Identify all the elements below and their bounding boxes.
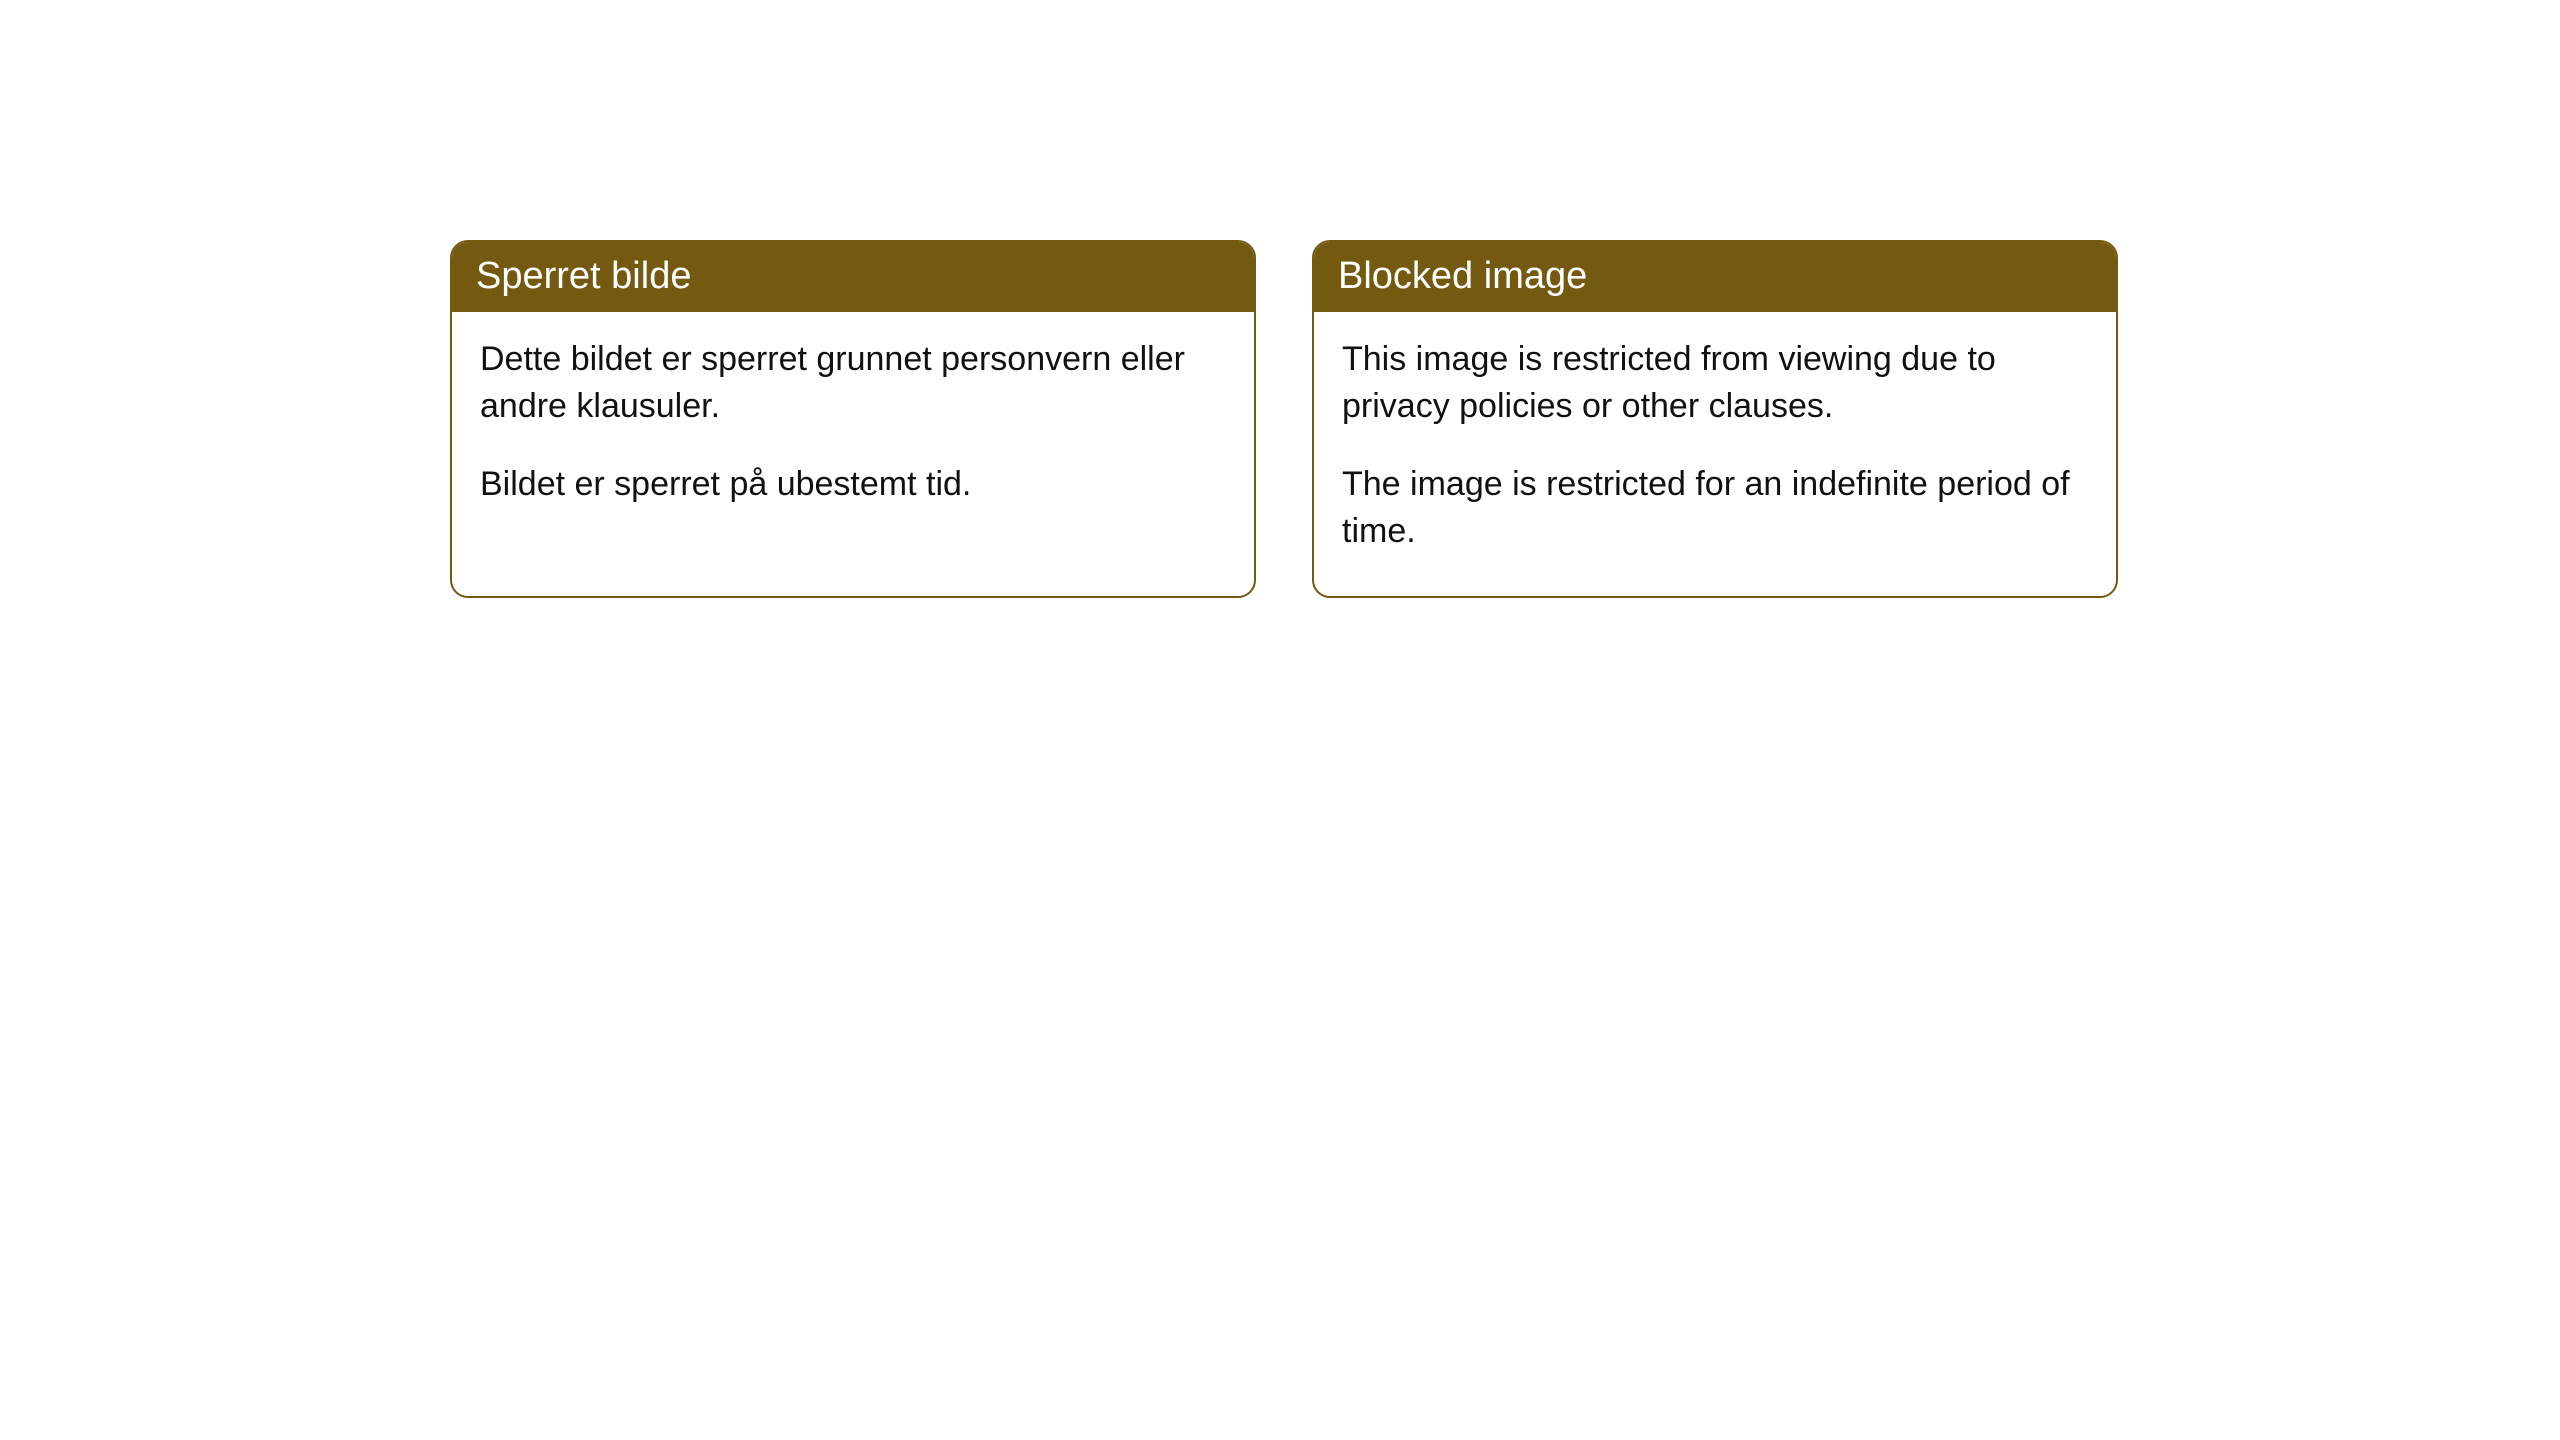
card-header-en: Blocked image	[1314, 242, 2116, 312]
blocked-image-card-en: Blocked image This image is restricted f…	[1312, 240, 2118, 598]
blocked-image-card-no: Sperret bilde Dette bildet er sperret gr…	[450, 240, 1256, 598]
card-paragraph: This image is restricted from viewing du…	[1342, 336, 2088, 431]
card-body-en: This image is restricted from viewing du…	[1314, 312, 2116, 596]
card-title-en: Blocked image	[1338, 255, 1587, 297]
blocked-image-notice-container: Sperret bilde Dette bildet er sperret gr…	[0, 0, 2560, 598]
card-paragraph: Bildet er sperret på ubestemt tid.	[480, 461, 1226, 509]
card-header-no: Sperret bilde	[452, 242, 1254, 312]
card-title-no: Sperret bilde	[476, 255, 691, 297]
card-body-no: Dette bildet er sperret grunnet personve…	[452, 312, 1254, 549]
card-paragraph: The image is restricted for an indefinit…	[1342, 461, 2088, 556]
card-paragraph: Dette bildet er sperret grunnet personve…	[480, 336, 1226, 431]
